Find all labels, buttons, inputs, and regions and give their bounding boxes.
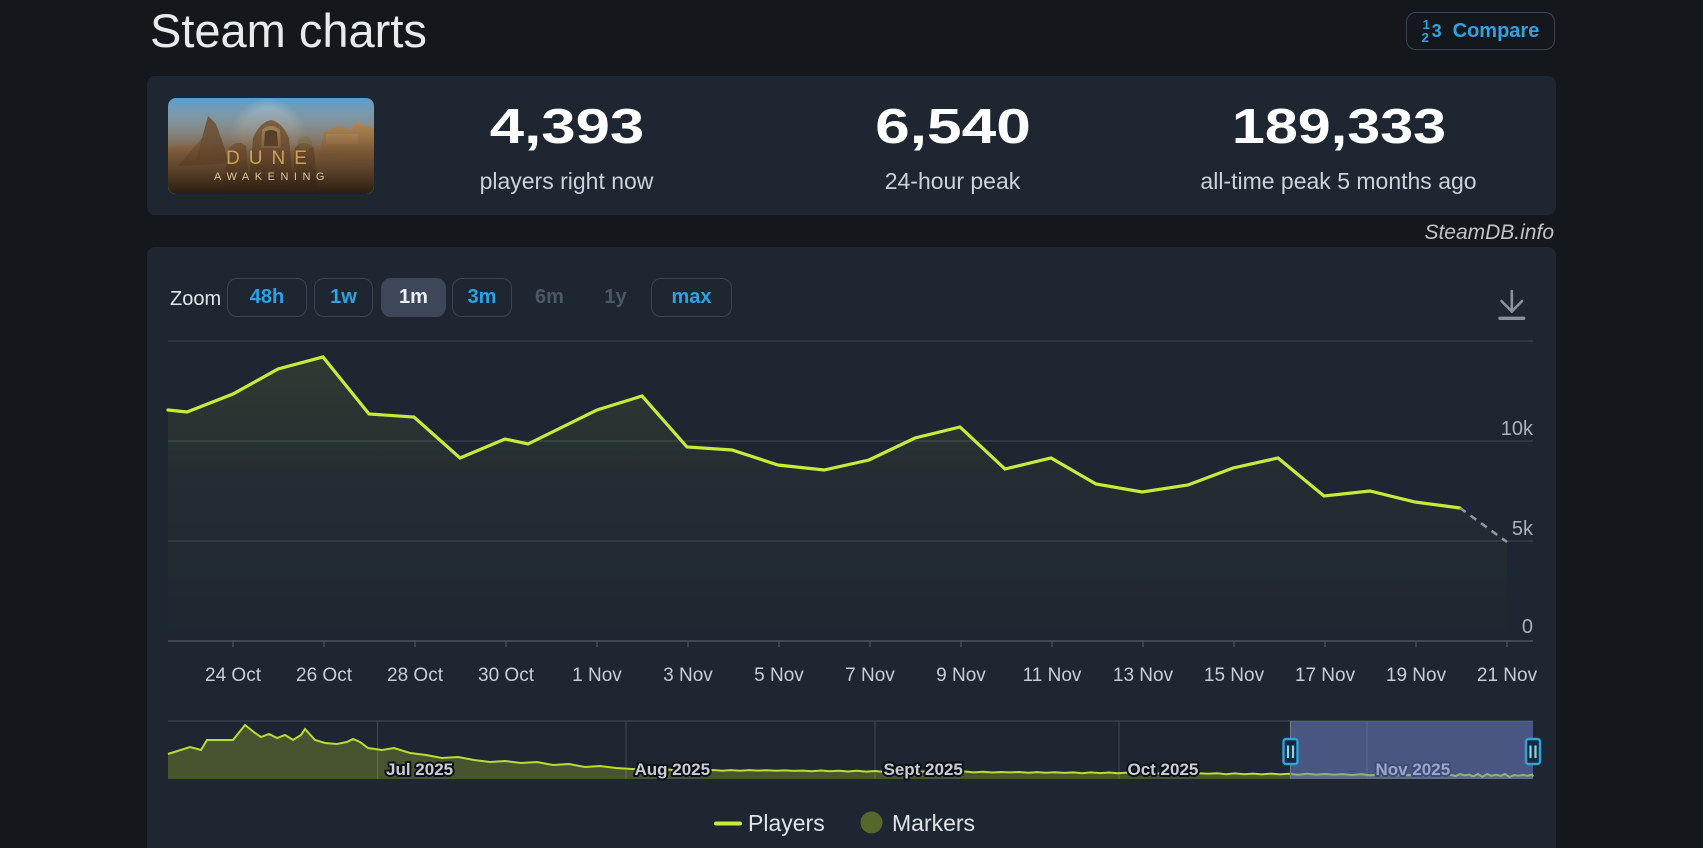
svg-text:17 Nov: 17 Nov [1295,665,1356,686]
svg-text:9 Nov: 9 Nov [936,665,986,686]
svg-text:1 Nov: 1 Nov [572,665,622,686]
svg-text:30 Oct: 30 Oct [478,665,535,686]
svg-text:13 Nov: 13 Nov [1113,665,1174,686]
svg-text:7 Nov: 7 Nov [845,665,895,686]
svg-text:Jul 2025: Jul 2025 [386,760,453,779]
svg-text:28 Oct: 28 Oct [387,665,444,686]
svg-text:AWAKENING: AWAKENING [214,171,330,183]
svg-text:Players: Players [748,810,825,836]
svg-text:DUNE: DUNE [226,148,316,169]
svg-text:Aug 2025: Aug 2025 [635,760,711,779]
svg-text:24 Oct: 24 Oct [205,665,262,686]
svg-text:10k: 10k [1501,418,1534,440]
svg-text:15 Nov: 15 Nov [1204,665,1265,686]
svg-text:11 Nov: 11 Nov [1023,665,1082,686]
svg-text:5k: 5k [1512,518,1534,540]
svg-text:0: 0 [1522,616,1533,638]
svg-text:21 Nov: 21 Nov [1477,665,1538,686]
svg-text:Markers: Markers [892,810,975,836]
svg-text:Oct 2025: Oct 2025 [1128,760,1199,779]
svg-text:26 Oct: 26 Oct [296,665,353,686]
svg-text:Sept 2025: Sept 2025 [884,760,963,779]
svg-text:19 Nov: 19 Nov [1386,665,1447,686]
svg-text:3 Nov: 3 Nov [663,665,713,686]
svg-text:5 Nov: 5 Nov [754,665,804,686]
